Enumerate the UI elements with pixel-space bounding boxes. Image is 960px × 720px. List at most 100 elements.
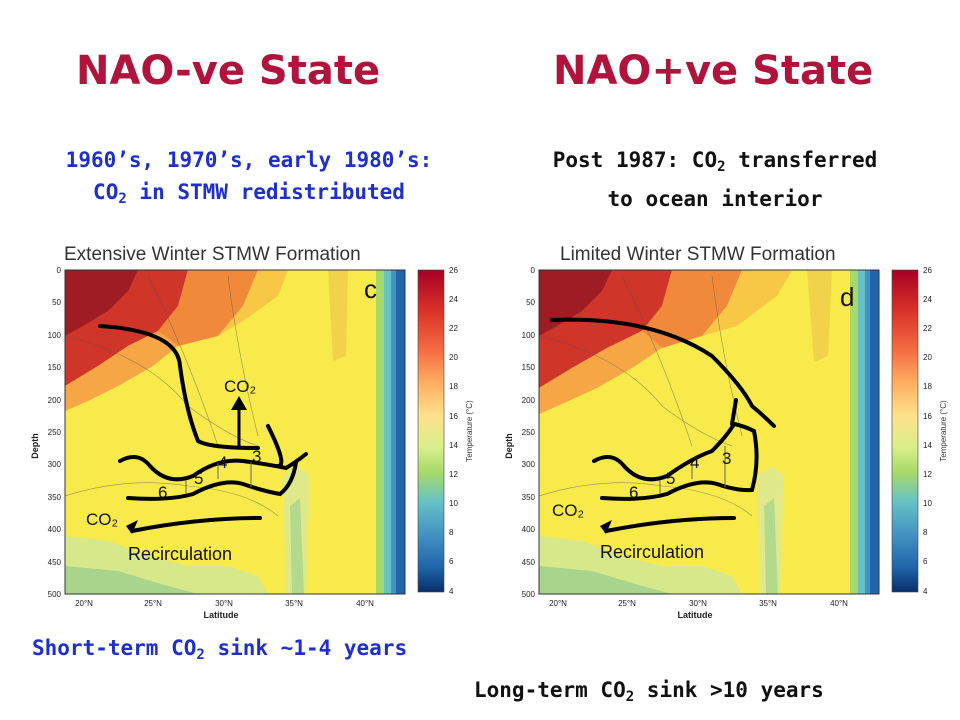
panel-d-heading: Limited Winter STMW Formation bbox=[560, 244, 836, 265]
depth-tick: 250 bbox=[522, 428, 536, 437]
colorbar-tick: 10 bbox=[923, 499, 932, 508]
depth-tick: 500 bbox=[48, 590, 62, 599]
colorbar-tick: 22 bbox=[449, 324, 458, 333]
number-5-c: 5 bbox=[194, 469, 203, 488]
colorbar-tick: 22 bbox=[923, 324, 932, 333]
long-term-sink-note: Long-term CO2 sink >10 years bbox=[474, 678, 824, 705]
depth-tick: 200 bbox=[48, 396, 62, 405]
lat-tick: 20°N bbox=[75, 599, 93, 608]
latitude-label-c: Latitude bbox=[204, 610, 239, 620]
recirculation-label-c: Recirculation bbox=[128, 544, 232, 564]
caption-left-line1: 1960’s, 1970’s, early 1980’s: bbox=[65, 148, 433, 172]
lat-tick: 25°N bbox=[618, 599, 636, 608]
depth-tick: 0 bbox=[57, 266, 62, 275]
colorbar-tick: 18 bbox=[449, 382, 458, 391]
colorbar-tick: 16 bbox=[449, 412, 458, 421]
colorbar-tick: 6 bbox=[923, 557, 928, 566]
co2-down-label-d: CO₂ bbox=[552, 501, 584, 520]
depth-tick: 50 bbox=[52, 298, 61, 307]
number-3-c: 3 bbox=[252, 447, 261, 466]
colorbar-tick: 26 bbox=[449, 266, 458, 275]
panel-d-limited-stmw: Limited Winter STMW Formation 0 50 100 1… bbox=[504, 244, 948, 620]
title-nao-positive: NAO+ve State bbox=[553, 48, 874, 94]
caption-right-line1: Post 1987: CO2 transferred bbox=[552, 148, 878, 175]
depth-tick: 400 bbox=[522, 525, 536, 534]
short-term-sink-note: Short-term CO2 sink ~1-4 years bbox=[32, 636, 408, 663]
colorbar-tick: 16 bbox=[923, 412, 932, 421]
lat-tick: 25°N bbox=[144, 599, 162, 608]
depth-tick: 100 bbox=[48, 331, 62, 340]
lat-tick: 35°N bbox=[759, 599, 777, 608]
colorbar-tick: 20 bbox=[923, 353, 932, 362]
caption-left-line2: CO2 in STMW redistributed bbox=[93, 180, 405, 207]
lat-tick: 35°N bbox=[285, 599, 303, 608]
colorbar-tick: 4 bbox=[449, 587, 454, 596]
panel-c-heading: Extensive Winter STMW Formation bbox=[64, 244, 361, 265]
temperature-field-d bbox=[539, 270, 879, 594]
depth-tick: 450 bbox=[522, 558, 536, 567]
colorbar-tick: 12 bbox=[923, 470, 932, 479]
number-5-d: 5 bbox=[666, 469, 675, 488]
colorbar-label-c: Temperature (°C) bbox=[465, 400, 474, 462]
colorbar-tick: 14 bbox=[449, 441, 458, 450]
depth-label-d: Depth bbox=[504, 433, 514, 459]
mixed-layer-outline-d bbox=[550, 317, 776, 533]
panel-letter-d: d bbox=[840, 282, 854, 312]
panel-c-extensive-stmw: Extensive Winter STMW Formation 0 50 100… bbox=[30, 244, 474, 620]
lat-tick: 40°N bbox=[356, 599, 374, 608]
depth-tick: 250 bbox=[48, 428, 62, 437]
caption-nao-positive: Post 1987: CO2 transferred to ocean inte… bbox=[490, 144, 940, 215]
depth-tick: 50 bbox=[526, 298, 535, 307]
co2-up-label: CO₂ bbox=[224, 377, 256, 396]
depth-tick: 100 bbox=[522, 331, 536, 340]
colorbar-tick: 8 bbox=[449, 528, 454, 537]
colorbar-tick: 6 bbox=[449, 557, 454, 566]
depth-tick: 350 bbox=[48, 493, 62, 502]
lat-tick: 40°N bbox=[830, 599, 848, 608]
temperature-field-c bbox=[65, 270, 405, 594]
depth-tick: 450 bbox=[48, 558, 62, 567]
colorbar-d bbox=[891, 269, 919, 593]
depth-tick: 150 bbox=[522, 363, 536, 372]
colorbar-c bbox=[417, 269, 445, 593]
colorbar-ticks-d: 26 24 22 20 18 16 14 12 10 8 6 4 bbox=[923, 266, 932, 596]
number-6-c: 6 bbox=[158, 483, 167, 502]
depth-tick: 350 bbox=[522, 493, 536, 502]
recirculation-label-d: Recirculation bbox=[600, 542, 704, 562]
depth-tick: 300 bbox=[522, 460, 536, 469]
colorbar-tick: 14 bbox=[923, 441, 932, 450]
title-nao-negative: NAO-ve State bbox=[76, 48, 381, 94]
depth-tick: 0 bbox=[531, 266, 536, 275]
colorbar-tick: 24 bbox=[923, 295, 932, 304]
depth-tick: 500 bbox=[522, 590, 536, 599]
depth-axis-c: 0 50 100 150 200 250 300 350 400 450 500 bbox=[48, 266, 62, 599]
colorbar-tick: 24 bbox=[449, 295, 458, 304]
colorbar-ticks-c: 26 24 22 20 18 16 14 12 10 8 6 4 bbox=[449, 266, 458, 596]
depth-axis-d: 0 50 100 150 200 250 300 350 400 450 500 bbox=[522, 266, 536, 599]
panel-letter-c: c bbox=[364, 274, 377, 304]
number-3-d: 3 bbox=[722, 449, 731, 468]
lat-tick: 20°N bbox=[549, 599, 567, 608]
depth-tick: 300 bbox=[48, 460, 62, 469]
mixed-layer-outline-c bbox=[98, 324, 308, 533]
colorbar-tick: 12 bbox=[449, 470, 458, 479]
number-4-c: 4 bbox=[218, 453, 227, 472]
depth-tick: 200 bbox=[522, 396, 536, 405]
colorbar-tick: 8 bbox=[923, 528, 928, 537]
depth-label-c: Depth bbox=[30, 433, 40, 459]
depth-tick: 150 bbox=[48, 363, 62, 372]
depth-tick: 400 bbox=[48, 525, 62, 534]
co2-down-label-c: CO₂ bbox=[86, 510, 118, 529]
latitude-label-d: Latitude bbox=[678, 610, 713, 620]
caption-right-line2: to ocean interior bbox=[607, 187, 823, 211]
lat-axis-c: 20°N 25°N 30°N 35°N 40°N bbox=[75, 599, 374, 608]
colorbar-tick: 4 bbox=[923, 587, 928, 596]
number-6-d: 6 bbox=[629, 483, 638, 502]
number-4-d: 4 bbox=[690, 453, 699, 472]
lat-axis-d: 20°N 25°N 30°N 35°N 40°N bbox=[549, 599, 848, 608]
lat-tick: 30°N bbox=[689, 599, 707, 608]
colorbar-tick: 26 bbox=[923, 266, 932, 275]
colorbar-tick: 18 bbox=[923, 382, 932, 391]
lat-tick: 30°N bbox=[215, 599, 233, 608]
colorbar-label-d: Temperature (°C) bbox=[939, 400, 948, 462]
